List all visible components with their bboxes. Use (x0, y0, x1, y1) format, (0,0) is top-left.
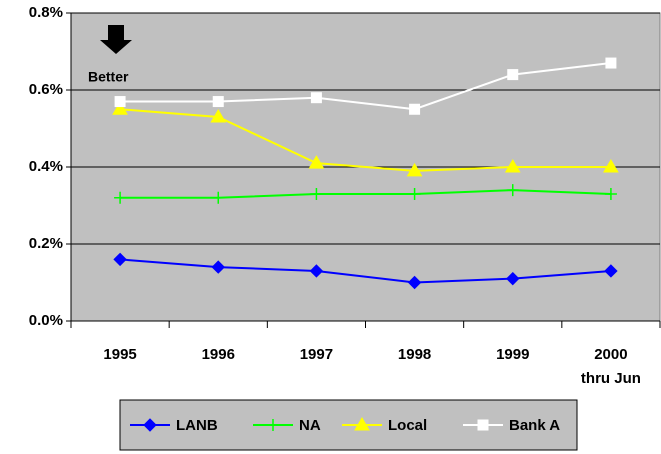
series-line (120, 108, 611, 172)
y-tick-label: 0.0% (29, 312, 63, 329)
marker (408, 187, 421, 200)
marker (212, 96, 224, 108)
marker (212, 191, 225, 204)
marker (605, 57, 617, 69)
y-tick-label: 0.6% (29, 81, 63, 98)
marker (406, 162, 423, 177)
marker (211, 260, 225, 274)
series-line (120, 258, 611, 284)
marker (507, 69, 519, 81)
y-tick-label: 0.2% (29, 235, 63, 252)
series-line (120, 62, 612, 111)
legend-label: NA (299, 417, 321, 434)
marker (603, 159, 619, 173)
marker (210, 108, 227, 123)
legend-label: LANB (176, 417, 218, 434)
marker (308, 155, 325, 169)
x-tick-label: 1996 (201, 346, 235, 363)
x-tick-label: 1999 (496, 346, 530, 363)
x-tick-label: 1998 (397, 346, 432, 363)
annotation: Better (88, 69, 129, 85)
y-tick-label: 0.4% (29, 158, 63, 175)
marker (506, 271, 520, 286)
marker (604, 264, 618, 278)
marker (143, 418, 157, 432)
arrow (100, 25, 132, 54)
legend-label: Bank A (509, 417, 560, 434)
marker (477, 419, 489, 431)
marker (112, 101, 128, 115)
marker (113, 252, 127, 267)
x-tick-label: 2000 thru Jun (580, 346, 641, 387)
marker (310, 92, 322, 104)
marker (309, 264, 324, 278)
marker (506, 184, 519, 197)
y-tick-label: 0.8% (29, 4, 63, 21)
marker (354, 417, 370, 431)
legend-label: Local (388, 417, 427, 434)
marker (504, 159, 521, 173)
series-line (120, 189, 611, 199)
marker (114, 96, 126, 108)
marker (114, 191, 127, 204)
marker (604, 187, 617, 200)
marker (267, 419, 279, 431)
marker (407, 275, 422, 290)
marker (310, 187, 323, 200)
x-tick-label: 1995 (103, 346, 137, 363)
x-tick-label: 1997 (299, 346, 334, 363)
marker (409, 103, 421, 115)
